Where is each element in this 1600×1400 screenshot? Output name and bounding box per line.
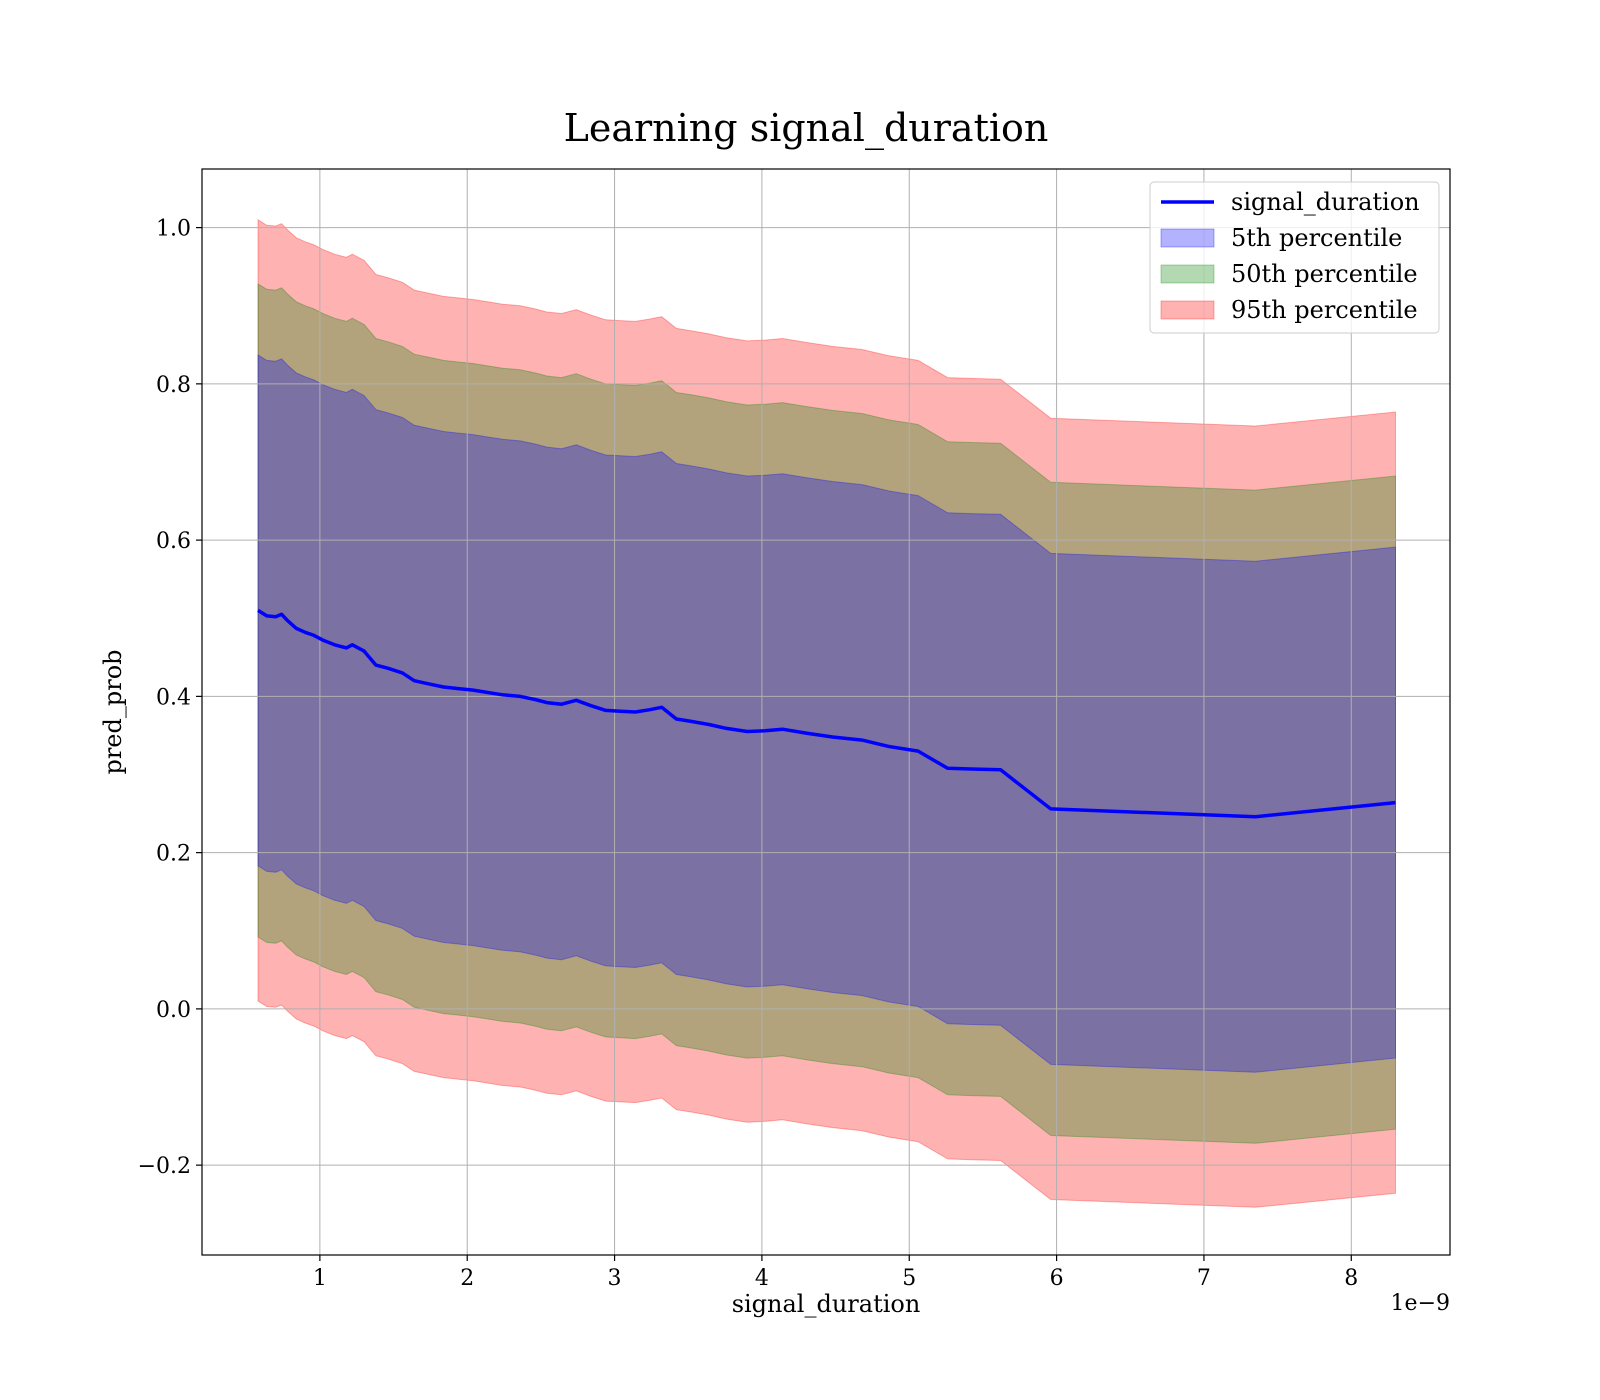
y-tick-label: 0.0 (156, 998, 191, 1023)
band-5th-percentile (257, 353, 1396, 1073)
x-axis-label: signal_duration (732, 1290, 921, 1318)
x-tick-label: 1 (313, 1266, 327, 1291)
y-tick-label: 0.8 (156, 373, 191, 398)
y-tick-label: 1.0 (156, 217, 191, 242)
x-tick-label: 5 (902, 1266, 916, 1291)
x-tick-label: 8 (1344, 1266, 1358, 1291)
plot-area-frame (201, 168, 1451, 1256)
legend-item-50th-percentile: 50th percentile (1160, 260, 1418, 288)
x-tick-label: 3 (608, 1266, 622, 1291)
legend-label: 50th percentile (1231, 260, 1418, 288)
x-axis-ticks: 1 2 3 4 5 6 7 8 (313, 1255, 1358, 1291)
x-axis-offset-text: 1e−9 (1391, 1291, 1450, 1316)
y-axis-ticks: −0.2 0.0 0.2 0.4 0.6 0.8 1.0 (138, 217, 202, 1179)
legend-swatch (1160, 264, 1215, 284)
y-tick-label: −0.2 (138, 1154, 191, 1179)
x-tick-label: 6 (1050, 1266, 1064, 1291)
y-tick-label: 0.2 (156, 842, 191, 867)
band-50th-percentile (257, 283, 1396, 1144)
legend-swatch (1160, 228, 1215, 248)
series-lines (257, 608, 1396, 819)
legend-label: signal_duration (1231, 188, 1420, 216)
y-tick-label: 0.4 (156, 685, 191, 710)
legend-item-signal-duration: signal_duration (1161, 188, 1420, 216)
percentile-bands (257, 218, 1396, 1208)
legend-item-95th-percentile: 95th percentile (1160, 296, 1418, 324)
legend-frame (1149, 181, 1440, 334)
y-axis-label: pred_prob (99, 649, 127, 774)
chart-title: Learning signal_duration (564, 106, 1049, 151)
legend: signal_duration 5th percentile 50th percen… (1149, 181, 1440, 334)
legend-label: 95th percentile (1231, 296, 1418, 324)
x-tick-label: 7 (1197, 1266, 1211, 1291)
x-tick-label: 2 (460, 1266, 474, 1291)
x-tick-label: 4 (755, 1266, 769, 1291)
series-line-signal-duration (257, 608, 1396, 819)
legend-item-5th-percentile: 5th percentile (1160, 224, 1402, 252)
legend-swatch (1160, 300, 1215, 320)
band-95th-percentile (257, 218, 1396, 1208)
legend-label: 5th percentile (1231, 224, 1402, 252)
y-tick-label: 0.6 (156, 529, 191, 554)
